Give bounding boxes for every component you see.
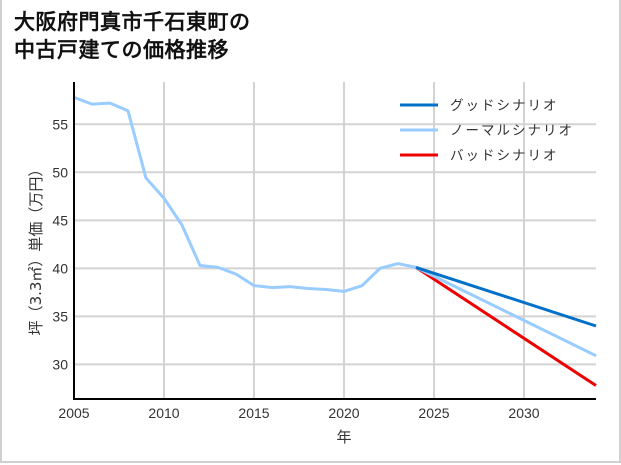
y-tick-label: 30 — [52, 356, 68, 372]
legend-label: ノーマルシナリオ — [450, 123, 574, 139]
y-axis-label: 坪（3.3㎡）単価（万円） — [27, 162, 45, 336]
x-tick-label: 2005 — [58, 405, 89, 421]
x-tick-label: 2015 — [238, 405, 269, 421]
x-tick-label: 2010 — [148, 405, 179, 421]
legend-label: グッドシナリオ — [450, 98, 559, 114]
legend-bad: バッドシナリオ — [400, 148, 559, 164]
chart-title-line1: 大阪府門真市千石東町の — [14, 10, 251, 34]
x-tick-label: 2025 — [418, 405, 449, 421]
chart-title-line2: 中古戸建ての価格推移 — [14, 38, 229, 62]
x-tick-label: 2020 — [328, 405, 359, 421]
axes — [73, 82, 596, 400]
y-tick-label: 50 — [52, 164, 68, 180]
legend-label: バッドシナリオ — [450, 148, 559, 164]
x-tick-label: 2030 — [508, 405, 539, 421]
tick-labels: 2005 2010 2015 2020 2025 2030 30 35 40 45 50 55 — [52, 116, 539, 421]
chart-title: 大阪府門真市千石東町の 中古戸建ての価格推移 — [14, 8, 251, 64]
legend-normal: ノーマルシナリオ — [400, 123, 574, 139]
y-tick-label: 45 — [52, 212, 68, 228]
y-tick-label: 55 — [52, 116, 68, 132]
data-lines — [73, 95, 597, 387]
normal-scenario-line — [415, 266, 597, 358]
grid-lines — [74, 82, 596, 399]
y-tick-label: 40 — [52, 260, 68, 276]
good-scenario-line — [415, 265, 597, 328]
x-axis-label: 年 — [336, 428, 351, 446]
bad-scenario-line — [415, 266, 597, 387]
y-tick-label: 35 — [52, 308, 68, 324]
legend-good: グッドシナリオ — [400, 98, 559, 114]
history-line — [73, 95, 417, 293]
